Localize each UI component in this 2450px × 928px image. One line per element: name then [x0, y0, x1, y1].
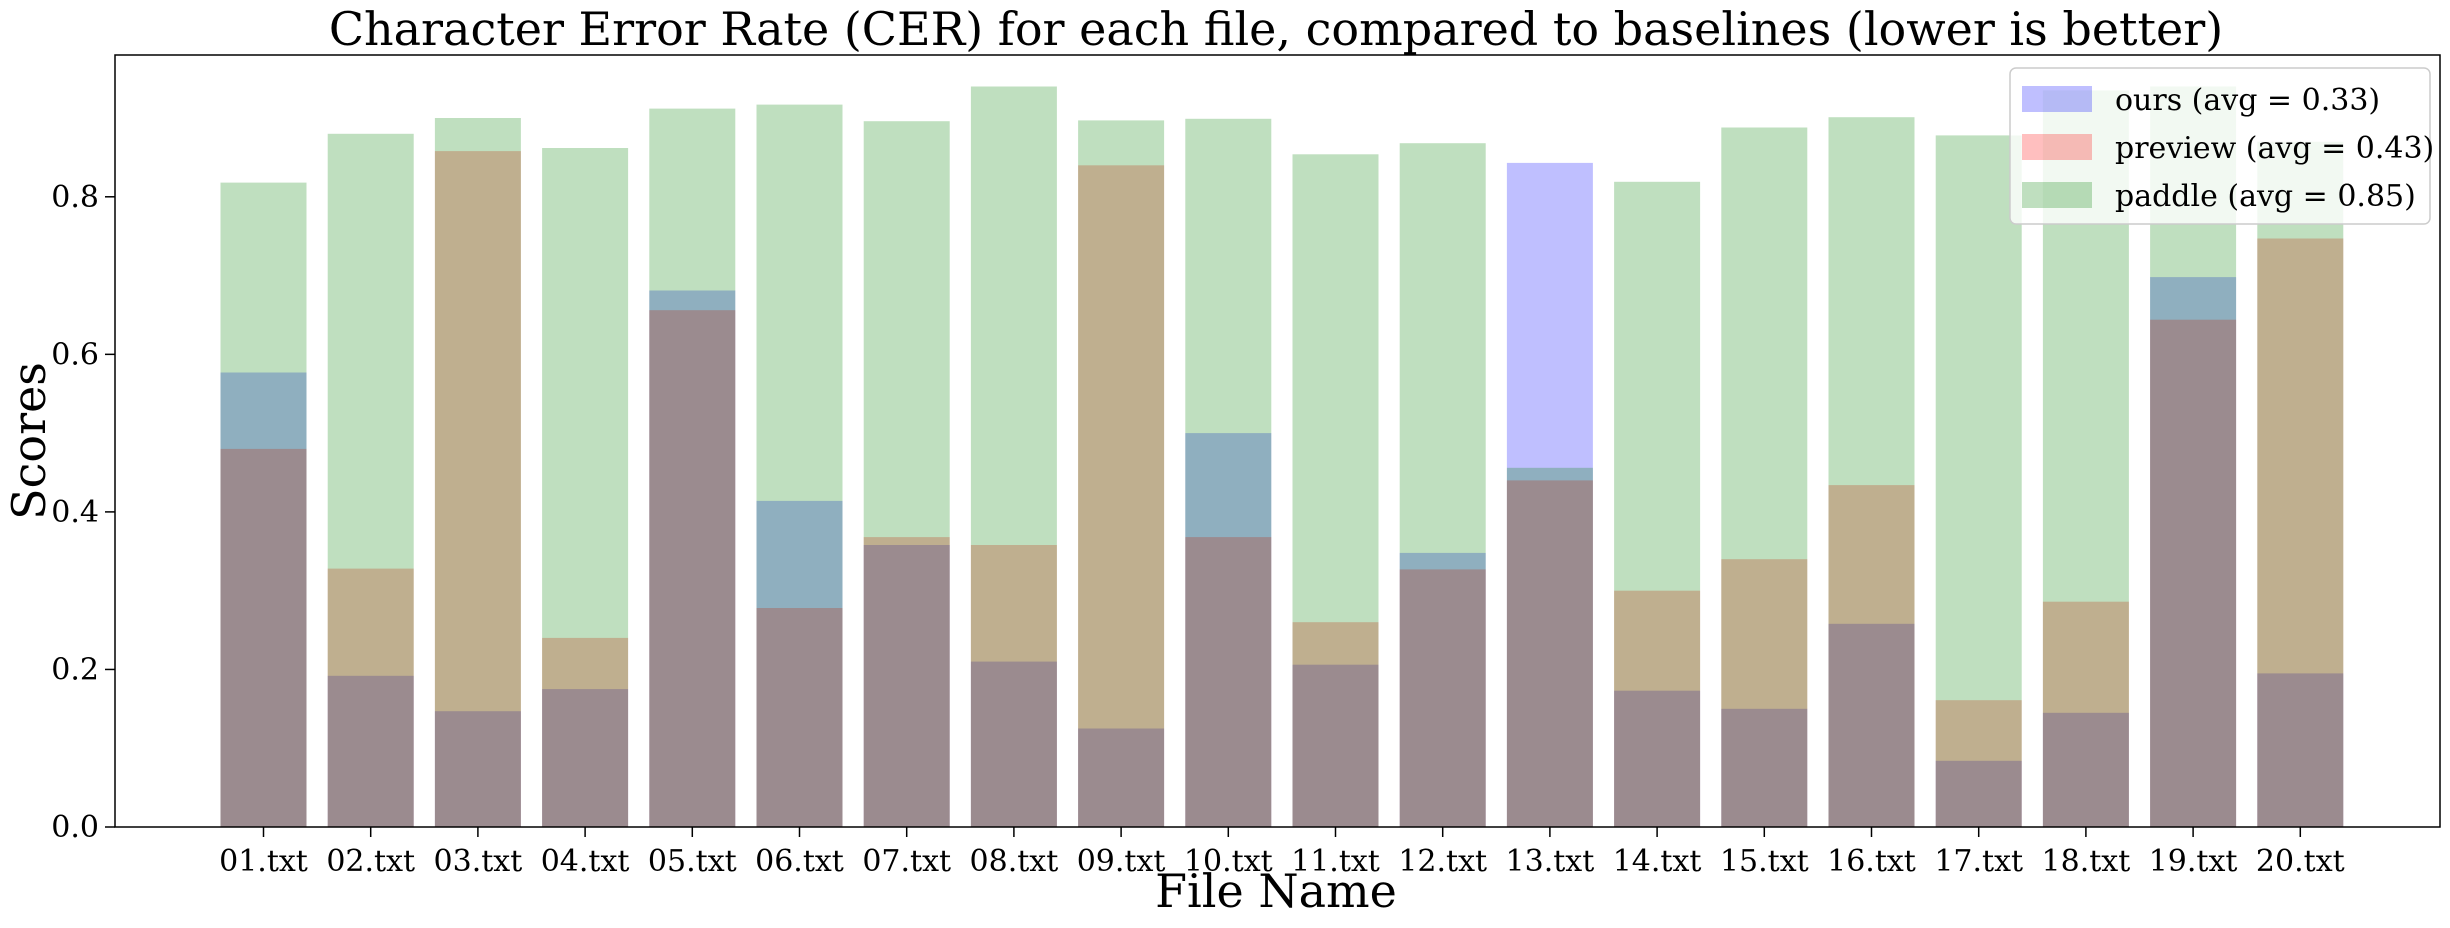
bar-series-2-12.txt [1399, 143, 1486, 827]
y-tick-label: 0.4 [51, 495, 99, 530]
legend-label-preview: preview (avg = 0.43) [2115, 131, 2434, 166]
bar-series-2-08.txt [970, 86, 1057, 827]
bar-series-2-13.txt [1506, 467, 1593, 827]
bar-series-2-06.txt [756, 104, 843, 828]
bar-series-1-07.txt [863, 537, 950, 827]
bar-series-0-16.txt [1828, 623, 1915, 827]
x-tick-label: 05.txt [648, 844, 737, 879]
bar-series-1-19.txt [2150, 319, 2237, 827]
bar-series-1-01.txt [220, 448, 307, 827]
x-tick-label: 12.txt [1398, 844, 1487, 879]
x-tick-label: 02.txt [326, 844, 415, 879]
x-tick-label: 08.txt [970, 844, 1059, 879]
x-tick-label: 20.txt [2256, 844, 2345, 879]
bar-series-2-16.txt [1828, 117, 1915, 827]
bar-series-0-14.txt [1614, 690, 1701, 827]
legend-swatch-paddle [2022, 182, 2092, 208]
bar-series-1-02.txt [327, 568, 414, 827]
y-tick-label: 0.8 [51, 180, 99, 215]
bar-series-0-07.txt [863, 545, 950, 827]
bar-series-0-08.txt [970, 661, 1057, 827]
chart-title: Character Error Rate (CER) for each file… [329, 2, 2223, 56]
bar-series-2-11.txt [1292, 154, 1379, 828]
x-tick-label: 11.txt [1291, 844, 1380, 879]
bar-series-2-07.txt [863, 121, 950, 827]
y-tick-label: 0.0 [51, 810, 99, 845]
bar-series-1-15.txt [1721, 559, 1808, 827]
bar-series-2-15.txt [1721, 127, 1808, 827]
x-tick-label: 04.txt [541, 844, 630, 879]
bar-series-1-09.txt [1078, 165, 1165, 828]
bar-series-0-05.txt [649, 290, 736, 827]
bar-series-0-17.txt [1935, 760, 2022, 827]
legend-frame [2009, 67, 2431, 225]
bar-series-0-12.txt [1399, 552, 1486, 827]
bar-series-0-04.txt [542, 689, 629, 827]
x-tick-label: 10.txt [1184, 844, 1273, 879]
bar-series-2-17.txt [1935, 135, 2022, 827]
bar-series-2-03.txt [434, 118, 521, 827]
bar-series-2-20.txt [2257, 141, 2344, 827]
bar-series-0-02.txt [327, 675, 414, 827]
bar-series-0-19.txt [2150, 277, 2237, 828]
bar-series-0-01.txt [220, 372, 307, 827]
bars-layer [220, 86, 2344, 828]
x-axis-label: File Name [1155, 864, 1397, 918]
bar-series-1-05.txt [649, 310, 736, 827]
bar-series-1-12.txt [1399, 569, 1486, 827]
legend-swatch-preview [2022, 134, 2092, 160]
legend-label-paddle: paddle (avg = 0.85) [2115, 179, 2416, 214]
y-tick-label: 0.2 [51, 652, 99, 687]
bar-series-1-13.txt [1506, 480, 1593, 827]
bar-series-0-15.txt [1721, 708, 1808, 827]
x-axis: 01.txt 02.txt 03.txt 04.txt 05.txt 06.txt 07.t… [219, 827, 2345, 879]
x-tick-label: 07.txt [862, 844, 951, 879]
bar-series-1-03.txt [434, 151, 521, 828]
bar-series-2-10.txt [1185, 118, 1272, 828]
bar-series-1-08.txt [970, 545, 1057, 827]
x-tick-label: 06.txt [755, 844, 844, 879]
x-tick-label: 14.txt [1613, 844, 1702, 879]
bar-series-0-13.txt [1506, 162, 1593, 827]
x-tick-label: 18.txt [2042, 844, 2131, 879]
y-axis: 0.0 0.2 0.4 0.6 0.8 [51, 180, 115, 845]
bar-series-0-06.txt [756, 500, 843, 827]
bar-series-2-02.txt [327, 133, 414, 828]
bar-series-0-18.txt [2042, 712, 2129, 827]
legend-label-ours: ours (avg = 0.33) [2115, 83, 2380, 118]
bar-series-2-14.txt [1614, 181, 1701, 828]
bar-series-1-18.txt [2042, 601, 2129, 827]
legend: ours (avg = 0.33) preview (avg = 0.43) p… [2009, 67, 2434, 225]
bar-series-0-03.txt [434, 711, 521, 827]
x-tick-label: 03.txt [434, 844, 523, 879]
y-tick-label: 0.6 [51, 337, 99, 372]
bar-series-0-20.txt [2257, 673, 2344, 827]
bar-series-1-06.txt [756, 608, 843, 827]
bar-series-2-01.txt [220, 182, 307, 828]
bar-series-1-20.txt [2257, 238, 2344, 827]
bar-series-1-16.txt [1828, 485, 1915, 827]
plot-frame [114, 54, 2441, 828]
x-tick-label: 19.txt [2149, 844, 2238, 879]
bar-series-0-09.txt [1078, 728, 1165, 827]
bar-series-2-05.txt [649, 108, 736, 828]
y-axis-label: Scores [2, 362, 56, 520]
bar-series-1-17.txt [1935, 700, 2022, 827]
bar-series-0-11.txt [1292, 664, 1379, 827]
x-tick-label: 16.txt [1827, 844, 1916, 879]
bar-series-1-11.txt [1292, 622, 1379, 827]
x-tick-label: 15.txt [1720, 844, 1809, 879]
bar-series-1-14.txt [1614, 590, 1701, 827]
bar-series-1-10.txt [1185, 537, 1272, 827]
x-tick-label: 17.txt [1934, 844, 2023, 879]
bar-series-2-04.txt [542, 148, 629, 827]
bar-series-2-09.txt [1078, 120, 1165, 827]
bar-series-1-04.txt [542, 637, 629, 827]
legend-swatch-ours [2022, 86, 2092, 112]
x-tick-label: 09.txt [1077, 844, 1166, 879]
x-tick-label: 13.txt [1506, 844, 1595, 879]
bar-series-0-10.txt [1185, 433, 1272, 827]
x-tick-label: 01.txt [219, 844, 308, 879]
